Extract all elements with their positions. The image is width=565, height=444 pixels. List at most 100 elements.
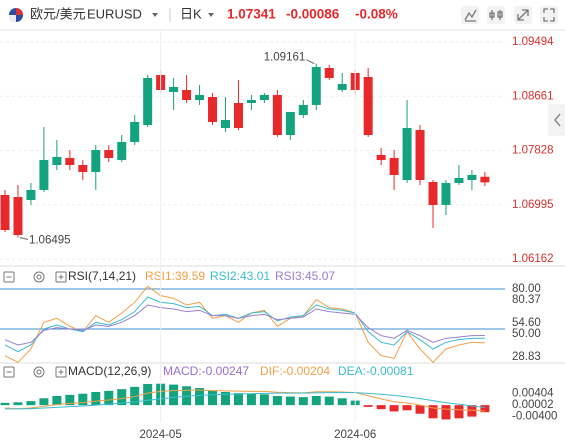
macd-bar: [415, 405, 425, 414]
macd-bar: [91, 392, 101, 406]
x-tick-label: 2024-05: [140, 429, 182, 441]
caret: [152, 13, 158, 17]
flag-icon: [9, 8, 23, 22]
macd-bar: [220, 392, 230, 406]
macd-bar: [311, 396, 321, 406]
candle-body: [208, 97, 218, 122]
candle-body: [467, 174, 477, 180]
y-tick-label: 1.06995: [512, 199, 554, 211]
symbol[interactable]: EURUSD: [87, 6, 142, 21]
candle-body: [298, 104, 308, 116]
candle-body: [428, 182, 438, 205]
macd-bar: [428, 405, 438, 419]
candle-body: [220, 120, 230, 128]
macd-bar: [78, 393, 88, 406]
y-tick-label: 50.00: [512, 328, 541, 340]
pair-name[interactable]: 欧元/美元: [30, 6, 86, 21]
macd-bar: [143, 384, 153, 406]
macd-bar: [117, 389, 127, 406]
candle-body: [363, 77, 373, 136]
macd-bar: [52, 396, 62, 406]
change-pct: -0.08%: [355, 7, 398, 22]
y-tick-label: 0.00002: [512, 399, 554, 411]
macd-bar: [13, 402, 23, 406]
macd-line: [4, 389, 485, 412]
candle-body: [39, 159, 49, 190]
macd-bar: [298, 397, 308, 406]
macd-bar: [363, 405, 373, 407]
candle-body: [195, 94, 205, 101]
macd-bar: [285, 396, 295, 406]
macd-bar: [104, 390, 114, 406]
candle-body: [454, 177, 464, 183]
y-tick-label: -0.00400: [512, 411, 557, 423]
y-tick-label: 1.07828: [512, 145, 554, 157]
macd-bar: [389, 405, 399, 412]
candle-body: [337, 83, 347, 90]
macd-line: [5, 392, 485, 410]
y-tick-label: 0.00404: [512, 388, 554, 400]
toolbar[interactable]: [461, 6, 558, 24]
candle-body: [117, 141, 127, 160]
macd-bar: [402, 405, 412, 411]
macd-icons[interactable]: [3, 366, 67, 378]
candle-body: [389, 157, 399, 175]
y-tick-label: 1.06162: [512, 253, 554, 265]
candle-body: [233, 103, 243, 128]
y-tick-label: 54.60: [512, 317, 541, 329]
collapse-button[interactable]: [548, 104, 565, 136]
candle-body: [324, 68, 334, 78]
rsi-line: [4, 296, 485, 353]
legend-entry: MACD:-0.00247: [163, 364, 249, 378]
macd-bar: [26, 401, 36, 406]
macd-bar: [467, 405, 477, 417]
macd-bar: [441, 405, 451, 420]
macd-bar: [454, 405, 464, 419]
candle-body: [26, 189, 36, 201]
candle-body: [272, 94, 282, 136]
y-tick-label: 80.37: [512, 294, 541, 306]
legend-entry: RSI1:39.59: [145, 269, 205, 283]
legend-entry: DEA:-0.00081: [338, 364, 414, 378]
period[interactable]: 日K: [180, 6, 202, 21]
candle-body: [285, 112, 295, 136]
macd-bar: [195, 388, 205, 406]
legend-entry: RSI3:45.07: [275, 269, 335, 283]
max-annotation: 1.09161: [264, 52, 306, 64]
candle-body: [246, 100, 256, 104]
candle-body: [311, 67, 321, 105]
x-tick-label: 2024-06: [334, 429, 376, 441]
candle-body: [376, 154, 386, 160]
candle-body: [130, 121, 140, 142]
macd-bar: [130, 386, 140, 406]
annotation-leader: [19, 237, 29, 240]
y-tick-label: 1.09494: [512, 36, 554, 48]
macd-bar: [246, 393, 256, 406]
candle-body: [169, 86, 179, 92]
macd-bar: [376, 405, 386, 410]
legend-entry: RSI2:43.01: [210, 269, 270, 283]
caret: [208, 13, 214, 17]
candle-body: [65, 157, 75, 166]
y-tick-label: 80.00: [512, 283, 541, 295]
candle-body: [78, 165, 88, 172]
rsi-icons[interactable]: [3, 271, 67, 283]
macd-bar: [182, 386, 192, 406]
candle-body: [182, 89, 192, 101]
macd-bar: [208, 390, 218, 406]
candle-body: [441, 182, 451, 205]
macd-bar: [324, 396, 334, 406]
candle-body: [104, 150, 114, 158]
macd-bar: [0, 402, 10, 406]
candle-body: [415, 129, 425, 180]
macd-bar: [169, 384, 179, 406]
macd-bar: [65, 394, 75, 406]
change: -0.00086: [286, 7, 340, 22]
candle-body: [259, 94, 269, 101]
collapse-arrow: [554, 113, 561, 127]
indicator-title: RSI(7,14,21): [68, 269, 136, 283]
y-tick-label: 1.08661: [512, 90, 554, 102]
y-tick-label: 28.83: [512, 351, 541, 363]
